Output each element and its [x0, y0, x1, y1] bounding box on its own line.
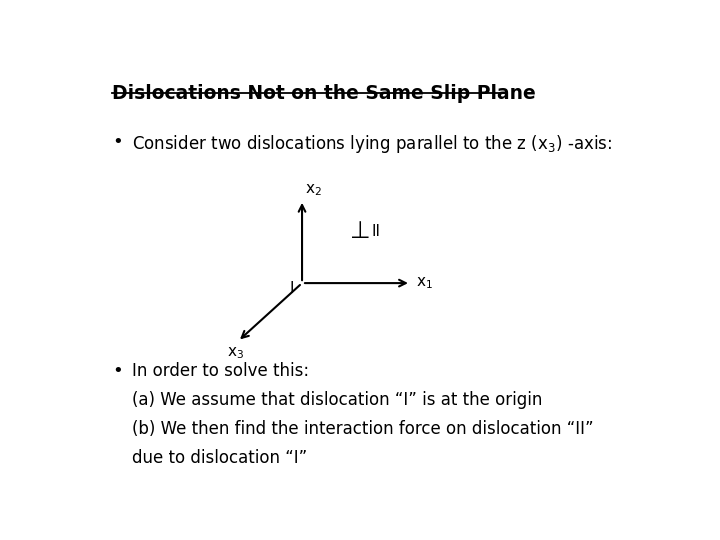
- Text: x$_3$: x$_3$: [227, 346, 243, 361]
- Text: (a) We assume that dislocation “I” is at the origin: (a) We assume that dislocation “I” is at…: [132, 391, 542, 409]
- Text: due to dislocation “I”: due to dislocation “I”: [132, 449, 307, 468]
- Text: ⊥: ⊥: [351, 219, 371, 243]
- Text: x$_2$: x$_2$: [305, 182, 322, 198]
- Text: II: II: [372, 224, 381, 239]
- Text: I: I: [289, 281, 294, 296]
- Text: (b) We then find the interaction force on dislocation “II”: (b) We then find the interaction force o…: [132, 420, 593, 438]
- Text: x$_1$: x$_1$: [416, 275, 433, 291]
- Text: •: •: [112, 133, 123, 151]
- Text: Dislocations Not on the Same Slip Plane: Dislocations Not on the Same Slip Plane: [112, 84, 536, 103]
- Text: •: •: [112, 362, 123, 380]
- Text: Consider two dislocations lying parallel to the z (x$_3$) -axis:: Consider two dislocations lying parallel…: [132, 133, 612, 156]
- Text: In order to solve this:: In order to solve this:: [132, 362, 309, 380]
